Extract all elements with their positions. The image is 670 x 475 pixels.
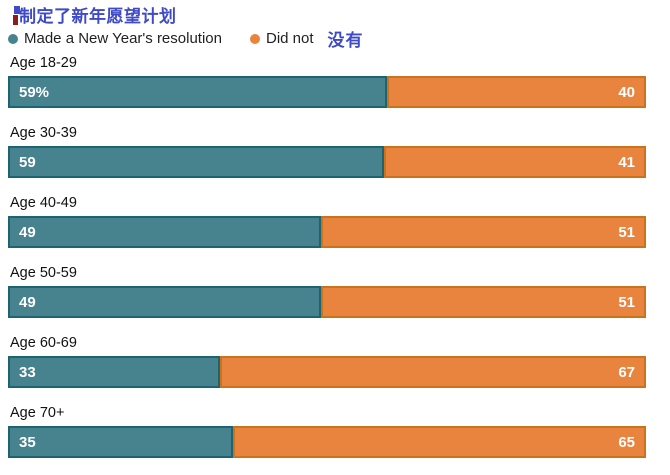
bar-segment-didnot: 65 — [232, 426, 646, 458]
bar-value-resolution: 59 — [19, 153, 36, 171]
bar-value-didnot: 65 — [618, 433, 635, 451]
stacked-bar: 59% 40 — [8, 76, 646, 108]
chart-legend: Made a New Year's resolution Did not 没有 — [8, 26, 364, 51]
bar-value-didnot: 51 — [618, 293, 635, 311]
bar-segment-didnot: 67 — [219, 356, 646, 388]
bar-segment-resolution: 59 — [8, 146, 384, 178]
bar-chart: Age 18-29 59% 40 Age 30-39 59 41 Age 40-49 49 51… — [8, 55, 646, 475]
chart-row: Age 60-69 33 67 — [8, 335, 646, 388]
stacked-bar: 49 51 — [8, 286, 646, 318]
stacked-bar: 59 41 — [8, 146, 646, 178]
legend-label-didnot-zh: 没有 — [327, 31, 364, 50]
bar-segment-resolution: 33 — [8, 356, 220, 388]
stacked-bar: 49 51 — [8, 216, 646, 248]
bar-value-resolution: 33 — [19, 363, 36, 381]
bar-value-didnot: 41 — [618, 153, 635, 171]
bar-segment-resolution: 49 — [8, 286, 321, 318]
edge-artifact — [13, 6, 20, 25]
bar-segment-resolution: 59% — [8, 76, 388, 108]
bar-value-resolution: 35 — [19, 433, 36, 451]
chart-row: Age 70+ 35 65 — [8, 405, 646, 458]
age-group-label: Age 40-49 — [10, 195, 77, 211]
legend-item-didnot: Did not — [249, 30, 314, 47]
bar-segment-didnot: 40 — [387, 76, 646, 108]
age-group-label: Age 70+ — [10, 405, 65, 421]
age-group-label: Age 30-39 — [10, 125, 77, 141]
edge-artifact-red — [13, 15, 18, 25]
bar-value-resolution: 49 — [19, 293, 36, 311]
bar-value-resolution: 59% — [19, 83, 50, 101]
bar-segment-resolution: 35 — [8, 426, 233, 458]
chart-row: Age 50-59 49 51 — [8, 265, 646, 318]
stacked-bar: 35 65 — [8, 426, 646, 458]
chart-row: Age 30-39 59 41 — [8, 125, 646, 178]
stacked-bar: 33 67 — [8, 356, 646, 388]
bar-segment-didnot: 51 — [320, 286, 646, 318]
chart-title: 制定了新年愿望计划 — [19, 7, 177, 26]
orange-dot-icon — [249, 33, 260, 44]
bar-value-didnot: 67 — [618, 363, 635, 381]
teal-dot-icon — [8, 33, 18, 44]
bar-value-didnot: 51 — [618, 223, 635, 241]
age-group-label: Age 50-59 — [10, 265, 77, 281]
chart-row: Age 40-49 49 51 — [8, 195, 646, 248]
edge-artifact-blue — [14, 6, 20, 14]
bar-segment-didnot: 51 — [320, 216, 646, 248]
age-group-label: Age 60-69 — [10, 335, 77, 351]
bar-value-didnot: 40 — [618, 83, 635, 101]
legend-item-resolution: Made a New Year's resolution — [8, 30, 222, 47]
bar-segment-didnot: 41 — [383, 146, 646, 178]
legend-label-didnot: Did not — [265, 30, 314, 47]
bar-value-resolution: 49 — [19, 223, 36, 241]
legend-label-resolution: Made a New Year's resolution — [24, 30, 222, 47]
bar-segment-resolution: 49 — [8, 216, 321, 248]
age-group-label: Age 18-29 — [10, 55, 77, 71]
chart-row: Age 18-29 59% 40 — [8, 55, 646, 108]
